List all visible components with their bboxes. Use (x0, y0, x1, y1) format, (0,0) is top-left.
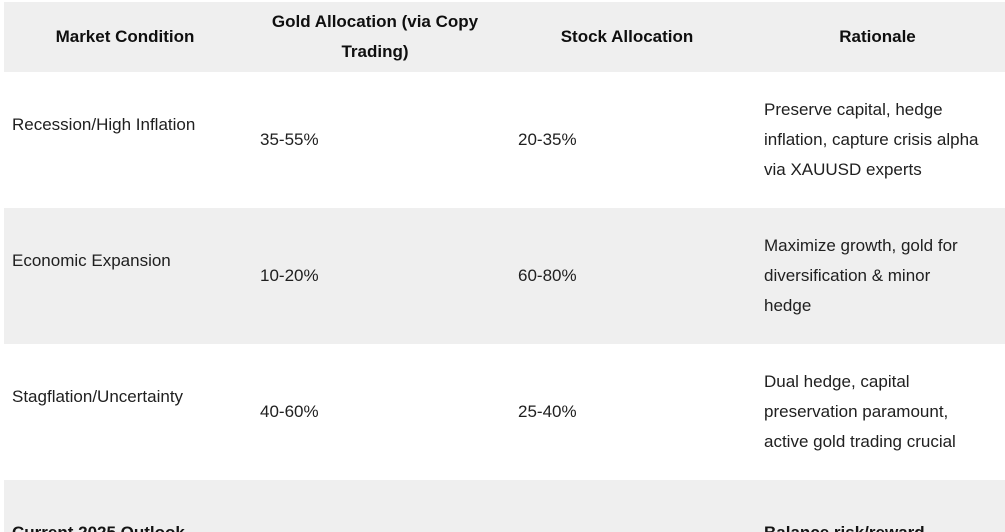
cell-stock-allocation: 60-80% (518, 266, 577, 285)
market-condition-label: Current 2025 Outlook (12, 518, 234, 532)
header-cell-market-condition: Market Condition (55, 27, 195, 46)
cell-gold-allocation: 30-50% (246, 480, 504, 532)
header-cell-gold-allocation: Gold Allocation (via Copy Trading) (271, 12, 479, 61)
cell-stock-allocation: 25-40% (518, 402, 577, 421)
cell-rationale: Maximize growth, gold for diversificatio… (764, 236, 958, 315)
header-cell-stock-allocation: Stock Allocation (560, 27, 694, 46)
market-condition-label: Recession/High Inflation (12, 115, 196, 134)
cell-market-condition: Current 2025 Outlook (Volatile, Inflatio… (4, 480, 246, 532)
table-row: Economic Expansion 10-20% 60-80% Maximiz… (4, 208, 1005, 344)
market-condition-label: Stagflation/Uncertainty (12, 387, 184, 406)
table-row: Recession/High Inflation 35-55% 20-35% P… (4, 72, 1005, 208)
cell-rationale: Dual hedge, capital preservation paramou… (764, 372, 956, 451)
table-header-row: Market Condition Gold Allocation (via Co… (4, 2, 1005, 72)
cell-gold-allocation: 35-55% (260, 130, 319, 149)
cell-rationale: Preserve capital, hedge inflation, captu… (764, 100, 979, 179)
allocation-table: Market Condition Gold Allocation (via Co… (4, 2, 1005, 532)
table-row: Current 2025 Outlook (Volatile, Inflatio… (4, 480, 1005, 532)
cell-market-condition: Economic Expansion (4, 208, 246, 344)
cell-stock-allocation: 30-50% (504, 480, 750, 532)
cell-market-condition: Recession/High Inflation (4, 72, 246, 208)
table-row: Stagflation/Uncertainty 40-60% 25-40% Du… (4, 344, 1005, 480)
cell-rationale: Balance risk/reward, leverage gold's def… (750, 480, 1005, 532)
market-condition-label: Economic Expansion (12, 251, 171, 270)
cell-gold-allocation: 40-60% (260, 402, 319, 421)
cell-gold-allocation: 10-20% (260, 266, 319, 285)
header-cell-rationale: Rationale (839, 27, 916, 46)
cell-market-condition: Stagflation/Uncertainty (4, 344, 246, 480)
cell-stock-allocation: 20-35% (518, 130, 577, 149)
